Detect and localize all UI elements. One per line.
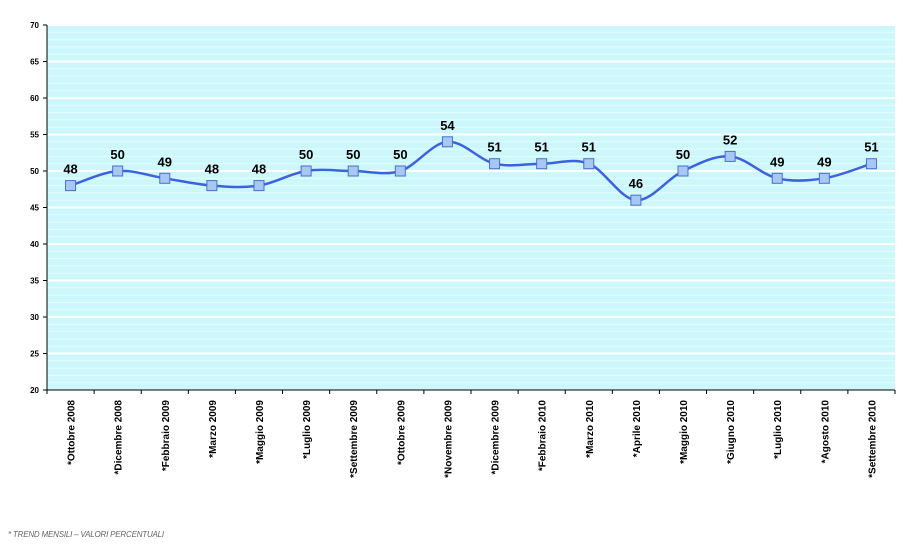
- data-point: [677, 165, 689, 177]
- data-point: [583, 158, 595, 170]
- x-tick-label: *Ottobre 2008: [67, 400, 78, 465]
- x-tick-label: *Luglio 2009: [302, 400, 313, 459]
- data-label: 50: [676, 147, 690, 162]
- data-label: 51: [582, 140, 596, 155]
- y-tick-label: 55: [30, 131, 39, 140]
- data-point: [441, 136, 453, 148]
- data-label: 48: [252, 162, 266, 177]
- data-point: [489, 158, 501, 170]
- x-tick-label: *Giugno 2010: [726, 400, 737, 464]
- x-tick-label: *Novembre 2009: [443, 400, 454, 478]
- data-point: [206, 180, 218, 192]
- data-label: 51: [534, 140, 548, 155]
- x-tick-label: *Aprile 2010: [632, 400, 643, 458]
- x-tick-label: *Luglio 2010: [773, 400, 784, 459]
- x-tick-label: *Maggio 2010: [679, 400, 690, 464]
- data-label: 49: [770, 154, 784, 169]
- x-tick-label: *Febbraio 2009: [161, 400, 172, 472]
- x-tick-label: *Dicembre 2008: [114, 400, 125, 475]
- data-label: 50: [299, 147, 313, 162]
- x-tick-label: *Febbraio 2010: [538, 400, 549, 472]
- x-tick-label: *Ottobre 2009: [396, 400, 407, 465]
- data-label: 49: [158, 154, 172, 169]
- y-tick-label: 40: [30, 240, 39, 249]
- x-tick-label: *Agosto 2010: [820, 400, 831, 464]
- y-tick-label: 60: [30, 94, 39, 103]
- data-point: [159, 172, 171, 184]
- data-label: 50: [110, 147, 124, 162]
- data-point: [771, 172, 783, 184]
- data-label: 48: [63, 162, 77, 177]
- data-point: [630, 194, 642, 206]
- y-tick-label: 25: [30, 350, 39, 359]
- x-axis: *Ottobre 2008 *Dicembre 2008 *Febbraio 200…: [46, 389, 896, 478]
- data-label: 50: [393, 147, 407, 162]
- data-label: 51: [864, 140, 878, 155]
- data-label: 54: [440, 118, 455, 133]
- data-point: [818, 172, 830, 184]
- data-labels: 48 50 49 48 48 50 50 50 54 51 51 51 46 50 52 49 49 51: [63, 118, 878, 191]
- data-label: 46: [629, 176, 643, 191]
- data-label: 52: [723, 132, 737, 147]
- y-tick-label: 50: [30, 167, 39, 176]
- y-tick-label: 65: [30, 58, 39, 67]
- x-tick-label: *Marzo 2009: [208, 400, 219, 458]
- y-tick-label: 70: [30, 21, 39, 30]
- data-point: [536, 158, 548, 170]
- data-point: [253, 180, 265, 192]
- data-label: 51: [487, 140, 501, 155]
- data-point: [865, 158, 877, 170]
- y-tick-label: 35: [30, 277, 39, 286]
- data-label: 49: [817, 154, 831, 169]
- data-point: [394, 165, 406, 177]
- data-point: [112, 165, 124, 177]
- data-point: [347, 165, 359, 177]
- data-label: 48: [205, 162, 219, 177]
- data-point: [724, 150, 736, 162]
- data-point: [300, 165, 312, 177]
- x-tick-label: *Dicembre 2009: [491, 400, 502, 475]
- x-tick-label: *Settembre 2010: [867, 400, 878, 478]
- x-tick-label: *Marzo 2010: [585, 400, 596, 458]
- data-label: 50: [346, 147, 360, 162]
- data-point: [65, 180, 77, 192]
- y-tick-label: 45: [30, 204, 39, 213]
- footnote: * TREND MENSILI – VALORI PERCENTUALI: [8, 530, 164, 539]
- x-tick-label: *Maggio 2009: [255, 400, 266, 464]
- x-tick-label: *Settembre 2009: [349, 400, 360, 478]
- y-tick-label: 30: [30, 313, 39, 322]
- series-line: [65, 136, 877, 206]
- gridlines: [47, 24, 895, 384]
- y-axis: 20 25 30 35 40 45 50 55 60 65 70: [30, 21, 48, 395]
- y-tick-label: 20: [30, 386, 39, 395]
